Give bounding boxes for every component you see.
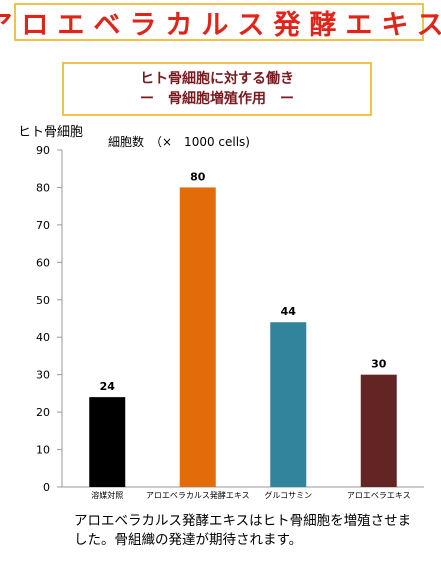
bar — [179, 187, 216, 487]
subtitle-line-2: ー 骨細胞増殖作用 ー — [140, 91, 294, 107]
category-label: 溶媒対照 — [91, 490, 123, 500]
page-title: アロエベラカルス発酵エキス — [0, 9, 441, 41]
y-tick-label: 70 — [36, 219, 50, 232]
y-tick-label: 80 — [36, 181, 50, 194]
y-tick-label: 90 — [36, 144, 50, 157]
y-tick-label: 50 — [36, 294, 50, 307]
data-label: 30 — [371, 358, 387, 371]
y-tick-label: 40 — [36, 331, 50, 344]
bar-chart: ヒト骨細胞 細胞数 （× 1000 cells) 0 10 20 30 40 50 60 70… — [18, 125, 424, 500]
subtitle-box: ヒト骨細胞に対する働き ー 骨細胞増殖作用 ー — [62, 62, 372, 116]
data-label: 24 — [100, 380, 116, 393]
y-axis-title: ヒト骨細胞 — [18, 125, 83, 140]
category-label: アロエベラエキス — [347, 491, 411, 500]
data-label: 44 — [281, 305, 297, 318]
subtitle-line-1: ヒト骨細胞に対する働き — [140, 71, 294, 87]
y-tick-label: 0 — [43, 481, 50, 494]
bar — [270, 322, 307, 487]
category-label: グルコサミン — [264, 490, 312, 500]
category-label: アロエベラカルス発酵エキス — [146, 491, 250, 500]
title-box: アロエベラカルス発酵エキス — [0, 3, 441, 41]
y-tick-label: 20 — [36, 406, 50, 419]
y-tick-label: 60 — [36, 256, 50, 269]
unit-label: 細胞数 （× 1000 cells) — [108, 134, 250, 149]
data-label: 80 — [190, 170, 206, 183]
caption: アロエベラカルス発酵エキスはヒト骨細胞を増殖させました。骨組織の発達が期待されま… — [74, 513, 412, 548]
y-tick-label: 30 — [36, 369, 50, 382]
y-tick-label: 10 — [36, 444, 50, 457]
bar — [89, 397, 126, 487]
bar — [360, 374, 397, 487]
